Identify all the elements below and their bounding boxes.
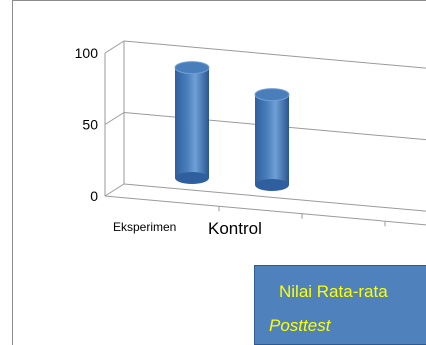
- chart-area: [12, 0, 426, 345]
- gridline: [123, 183, 426, 212]
- gridline-depth: [104, 183, 125, 197]
- gridline-depth: [104, 40, 125, 54]
- bar-body: [255, 94, 289, 185]
- bar-eksperimen: [174, 61, 210, 184]
- legend-subtitle: Posttest: [269, 316, 331, 335]
- legend-title: Nilai Rata-rata: [279, 282, 388, 301]
- category-label: Eksperimen: [113, 220, 176, 234]
- x-axis: [104, 195, 426, 226]
- legend-box: Nilai Rata-rata Posttest: [254, 265, 426, 345]
- gridline-depth: [104, 112, 125, 125]
- y-tick-label: 100: [75, 45, 99, 61]
- bar-body: [175, 67, 209, 178]
- bar-top: [174, 61, 210, 75]
- bar-base: [175, 172, 209, 184]
- category-label: Kontrol: [208, 219, 262, 238]
- bar-kontrol: [254, 88, 290, 191]
- gridline: [123, 40, 426, 69]
- y-tick-label: 50: [82, 117, 98, 133]
- y-tick-label: 0: [90, 188, 98, 204]
- bar-top: [254, 88, 290, 102]
- bar-base: [255, 179, 289, 191]
